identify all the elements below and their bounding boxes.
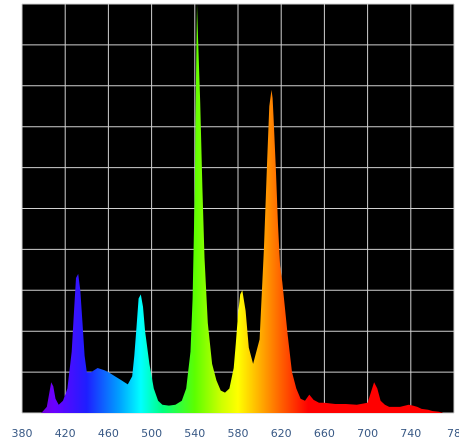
spectrum-area xyxy=(22,4,454,413)
x-tick-label: 620 xyxy=(271,427,292,440)
spectrum-area-group xyxy=(22,4,454,413)
x-axis-ticks: 380 420 460 500 540 580 620 660 700 740 78 xyxy=(12,427,459,440)
x-tick-label: 500 xyxy=(141,427,162,440)
x-tick-label: 580 xyxy=(228,427,249,440)
x-tick-label: 460 xyxy=(98,427,119,440)
x-tick-label: 740 xyxy=(400,427,421,440)
x-tick-label: 380 xyxy=(12,427,33,440)
x-tick-label: 78 xyxy=(447,427,459,440)
grid xyxy=(21,3,455,414)
x-tick-label: 540 xyxy=(184,427,205,440)
x-tick-label: 660 xyxy=(314,427,335,440)
x-tick-label: 700 xyxy=(357,427,378,440)
x-tick-label: 420 xyxy=(55,427,76,440)
